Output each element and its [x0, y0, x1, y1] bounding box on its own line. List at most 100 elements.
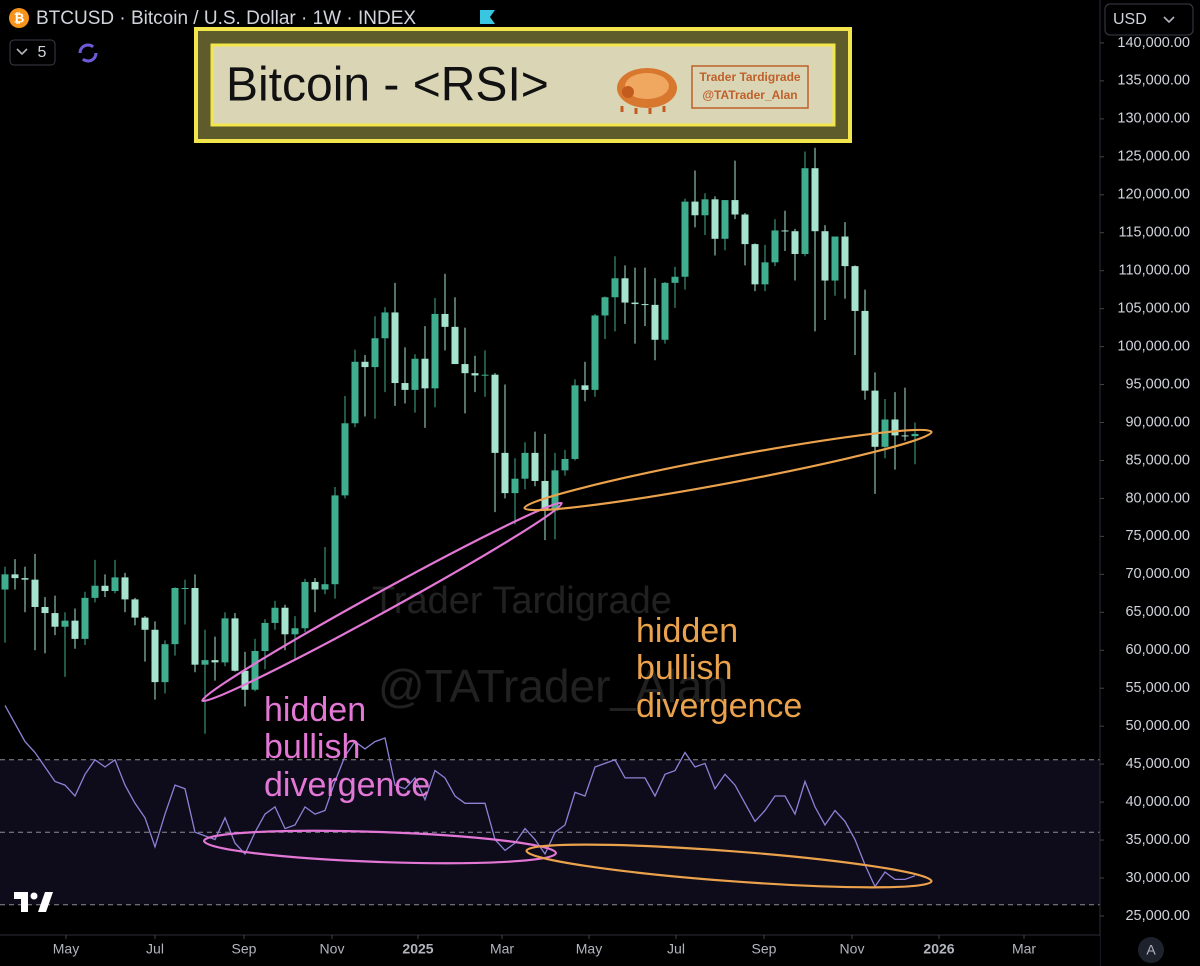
- x-tick-label: 2026: [923, 941, 954, 957]
- y-tick-label: 40,000.00: [1125, 794, 1190, 810]
- candle-body: [281, 607, 289, 635]
- candle-body: [71, 620, 79, 639]
- watermark-name: Trader Tardigrade: [372, 580, 672, 622]
- y-tick-label: 125,000.00: [1117, 149, 1190, 165]
- candle-body: [271, 607, 279, 623]
- y-tick-label: 60,000.00: [1125, 642, 1190, 658]
- y-tick-label: 35,000.00: [1125, 832, 1190, 848]
- candle-body: [911, 433, 919, 437]
- auto-scale-button[interactable]: [1138, 937, 1164, 963]
- x-tick-label: May: [576, 941, 602, 957]
- candle-body: [441, 313, 449, 327]
- annotation-line: divergence: [636, 687, 802, 725]
- btc-icon: [9, 8, 29, 28]
- candle-body: [751, 244, 759, 285]
- candle-body: [591, 315, 599, 390]
- y-tick-label: 30,000.00: [1125, 870, 1190, 886]
- loading-icon: [78, 43, 98, 63]
- candle-body: [361, 361, 369, 368]
- y-tick-label: 140,000.00: [1117, 35, 1190, 51]
- candle-body: [731, 200, 739, 215]
- candle-body: [1, 574, 9, 590]
- candle-body: [761, 262, 769, 285]
- badge-handle: @TATrader_Alan: [702, 88, 797, 102]
- candle-body: [341, 423, 349, 496]
- candle-body: [191, 588, 199, 665]
- candle-body: [251, 651, 259, 690]
- price-pane: [1, 147, 919, 734]
- candle-body: [481, 374, 489, 376]
- y-tick-label: 70,000.00: [1125, 566, 1190, 582]
- candle-body: [521, 452, 529, 479]
- candle-body: [661, 282, 669, 340]
- candle-body: [831, 236, 839, 281]
- rsi-line: [4, 705, 916, 888]
- pink-price-ellipse: [201, 501, 563, 703]
- candle-body: [491, 374, 499, 453]
- y-tick-label: 110,000.00: [1119, 263, 1191, 279]
- y-tick-label: 85,000.00: [1125, 452, 1190, 468]
- candle-body: [711, 199, 719, 239]
- candle-body: [91, 585, 99, 598]
- annotation-pink: hidden bullish divergence: [264, 691, 430, 804]
- candle-body: [781, 230, 789, 232]
- candle-body: [611, 278, 619, 298]
- y-tick-label: 90,000.00: [1125, 414, 1190, 430]
- candle-body: [401, 383, 409, 390]
- candle-body: [111, 577, 119, 592]
- candle-body: [861, 310, 869, 391]
- x-tick-label: Nov: [320, 941, 345, 957]
- candle-body: [431, 313, 439, 389]
- currency-button[interactable]: [1104, 3, 1194, 36]
- candle-body: [121, 577, 129, 600]
- candle-body: [671, 276, 679, 283]
- banner-panel: [210, 43, 836, 127]
- candle-body: [691, 201, 699, 216]
- y-tick-label: 65,000.00: [1125, 604, 1190, 620]
- annotation-line: hidden: [264, 691, 366, 729]
- y-tick-label: 105,000.00: [1117, 300, 1190, 316]
- count-box[interactable]: [9, 39, 56, 66]
- candle-body: [231, 618, 239, 671]
- candle-body: [451, 326, 459, 365]
- axes: 25,000.00 30,000.00 35,000.00 40,000.00 45,0…: [53, 35, 1190, 957]
- x-tick-label: Sep: [232, 941, 257, 957]
- candle-body: [571, 385, 579, 459]
- btc-icon-glyph: ₿: [14, 10, 25, 25]
- candle-body: [171, 588, 179, 645]
- flag-icon[interactable]: [480, 10, 495, 24]
- rsi-pane: [0, 705, 1100, 906]
- candle-body: [391, 312, 399, 384]
- candle-body: [31, 579, 39, 607]
- candle-body: [641, 304, 649, 306]
- candle-body: [211, 660, 219, 663]
- chevron: [1163, 16, 1175, 24]
- candle-body: [601, 297, 609, 316]
- candle-body: [771, 230, 779, 263]
- annotation-line: bullish: [264, 728, 360, 766]
- x-tick-label: Mar: [490, 941, 514, 957]
- candle-body: [151, 629, 159, 683]
- candle-body: [651, 304, 659, 340]
- y-tick-label: 130,000.00: [1117, 111, 1190, 127]
- candle-body: [181, 588, 189, 590]
- price-axis-panel: [1100, 0, 1200, 966]
- auto-scale-label: A: [1146, 942, 1156, 958]
- candle-body: [721, 200, 729, 239]
- badge-name: Trader Tardigrade: [699, 70, 800, 84]
- candle-body: [11, 574, 19, 579]
- candle-body: [511, 478, 519, 494]
- candle-body: [891, 419, 899, 436]
- candle-body: [531, 452, 539, 481]
- candle-body: [471, 373, 479, 376]
- banner-title: Bitcoin - <RSI>: [226, 59, 549, 112]
- candle-body: [51, 613, 59, 627]
- candle-body: [141, 617, 149, 630]
- candle-body: [381, 312, 389, 339]
- chevron: [16, 48, 28, 56]
- y-tick-label: 50,000.00: [1125, 718, 1190, 734]
- candle-body: [801, 168, 809, 254]
- candle-body: [871, 390, 879, 447]
- candle-body: [301, 581, 309, 629]
- tardigrade-logo: [617, 68, 677, 114]
